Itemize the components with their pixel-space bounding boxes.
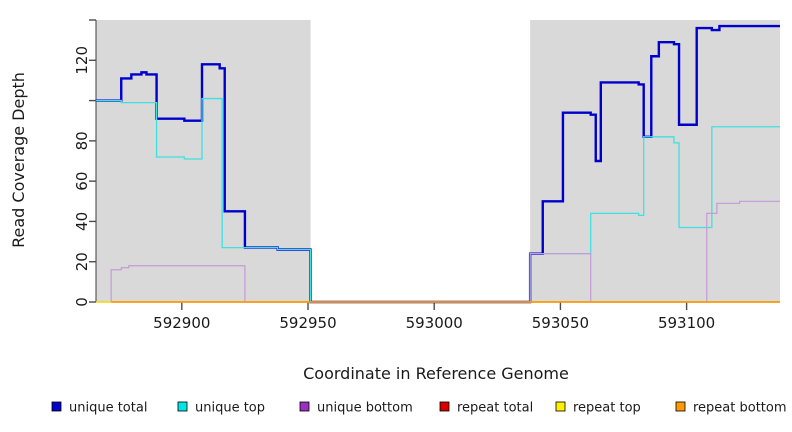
- y-tick-label: 120: [73, 46, 91, 75]
- series-unique-total: [96, 24, 780, 304]
- y-tick-label: 60: [73, 172, 91, 191]
- legend-swatch-unique-total: [51, 401, 62, 412]
- y-tick-label: 40: [73, 212, 91, 231]
- legend-swatch-repeat-total: [439, 401, 450, 412]
- legend-label-repeat-top: repeat top: [573, 401, 641, 416]
- x-tick-label: 593100: [658, 314, 715, 332]
- shaded-coverage-regions: [96, 20, 780, 302]
- legend-label-unique-bottom: unique bottom: [317, 401, 413, 416]
- legend-swatch-unique-top: [177, 401, 188, 412]
- y-tick-label: 80: [73, 131, 91, 150]
- legend-swatch-unique-bottom: [299, 401, 310, 412]
- x-tick-label: 592950: [279, 314, 336, 332]
- series-layer: [96, 24, 780, 304]
- legend-label-unique-total: unique total: [69, 401, 147, 416]
- x-axis-title: Coordinate in Reference Genome: [303, 364, 569, 383]
- legend-label-unique-top: unique top: [195, 401, 265, 416]
- legend-label-repeat-total: repeat total: [457, 401, 533, 416]
- right-covered-region: [530, 20, 780, 302]
- legend-swatch-repeat-top: [555, 401, 566, 412]
- x-tick-label: 593000: [406, 314, 463, 332]
- legend-swatch-repeat-bottom: [675, 401, 686, 412]
- series-unique-bottom: [96, 200, 780, 303]
- y-axis-title: Read Coverage Depth: [9, 72, 28, 248]
- x-tick-label: 593050: [532, 314, 589, 332]
- x-tick-label: 592900: [153, 314, 210, 332]
- y-tick-label: 20: [73, 252, 91, 271]
- y-tick-label: 0: [73, 297, 91, 307]
- legend-label-repeat-bottom: repeat bottom: [693, 401, 787, 416]
- left-covered-region: [96, 20, 311, 302]
- y-axis: 0 20 40 60 80 120: [73, 19, 97, 307]
- chart-legend: unique total unique top unique bottom repea…: [51, 401, 787, 416]
